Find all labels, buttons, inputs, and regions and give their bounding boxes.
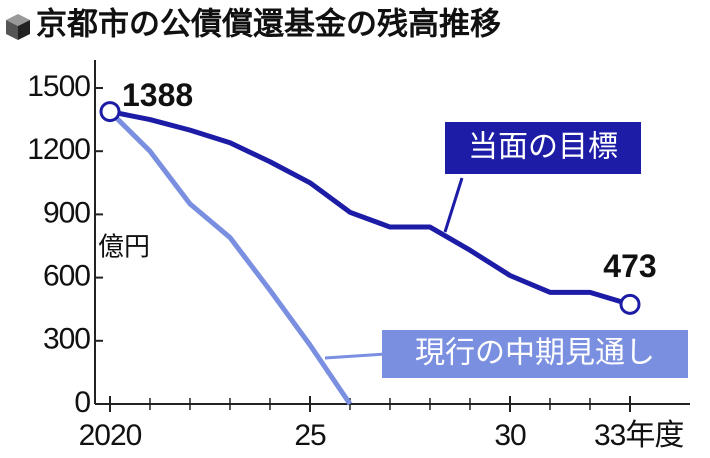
y-tick-label: 1200 — [27, 133, 90, 166]
x-tick-label: 33年度 — [594, 419, 683, 452]
y-tick-label: 1500 — [27, 70, 90, 103]
y-tick-label: 900 — [43, 196, 90, 229]
legend-label: 当面の目標 — [468, 130, 618, 165]
y-tick-label: 0 — [74, 386, 90, 419]
y-tick-label: 300 — [43, 323, 90, 356]
point-marker — [619, 293, 641, 315]
title-icon — [6, 14, 30, 40]
chart-title: 京都市の公債償還基金の残高推移 — [36, 7, 501, 43]
x-tick-label: 25 — [294, 419, 326, 452]
series-line — [109, 109, 631, 307]
point-marker — [99, 101, 121, 123]
y-axis-label: 億円 — [98, 233, 150, 263]
legend-box — [445, 122, 641, 174]
legend-box — [382, 330, 688, 378]
data-label: 473 — [603, 248, 656, 284]
x-tick-label: 2020 — [79, 419, 142, 452]
data-label: 1388 — [122, 77, 193, 113]
callout — [324, 352, 386, 360]
y-tick-label: 600 — [43, 260, 90, 293]
legend-label: 現行の中期見通し — [415, 336, 655, 371]
callout — [443, 177, 464, 233]
x-tick-label: 30 — [494, 419, 526, 452]
series-line — [108, 109, 353, 406]
